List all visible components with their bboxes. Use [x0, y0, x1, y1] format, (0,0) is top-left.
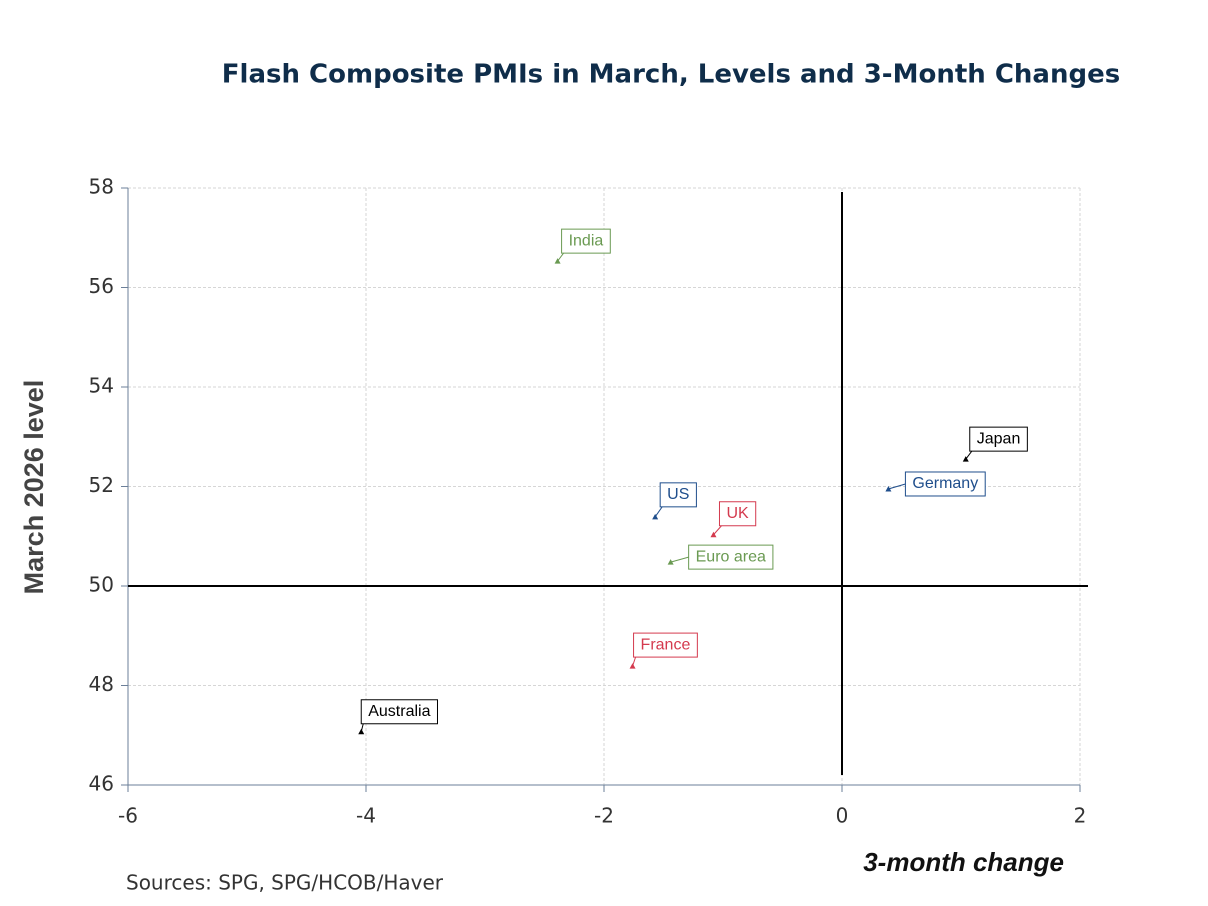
label-box — [659, 482, 697, 508]
point-label: India — [569, 232, 604, 249]
y-tick-label: 48 — [89, 672, 114, 696]
x-tick-label: -6 — [118, 804, 138, 828]
point-marker — [667, 559, 674, 565]
label-box — [561, 228, 611, 254]
leader-line — [557, 252, 564, 262]
leader-line — [670, 556, 689, 563]
point-marker — [629, 663, 636, 669]
leader-line — [965, 450, 973, 460]
label-box — [904, 471, 986, 497]
point-label: France — [641, 636, 691, 653]
label-box — [688, 544, 774, 570]
y-tick-label: 54 — [89, 374, 114, 398]
leader-line — [713, 525, 722, 536]
y-tick-label: 50 — [89, 573, 114, 597]
point-marker — [962, 456, 969, 462]
point-label: Japan — [977, 430, 1021, 447]
y-tick-label: 46 — [89, 772, 114, 796]
point-marker — [358, 728, 365, 735]
point-label: Australia — [368, 703, 430, 720]
y-tick-label: 58 — [89, 175, 114, 199]
leader-line — [888, 483, 906, 490]
point-marker — [554, 258, 561, 264]
point-marker — [710, 531, 717, 538]
label-box — [360, 699, 438, 725]
y-tick-label: 52 — [89, 473, 114, 497]
y-axis-label: March 2026 level — [19, 380, 49, 595]
chart-title: Flash Composite PMIs in March, Levels an… — [222, 60, 1120, 90]
label-box — [718, 501, 757, 527]
x-axis-label: 3-month change — [863, 847, 1064, 877]
point-label: Germany — [912, 475, 978, 492]
leader-line — [654, 506, 663, 518]
x-tick-label: 0 — [836, 804, 849, 828]
point-label: US — [667, 486, 689, 503]
x-tick-label: -2 — [594, 804, 614, 828]
x-tick-label: -4 — [356, 804, 376, 828]
point-marker — [885, 485, 892, 492]
source-note: Sources: SPG, SPG/HCOB/Haver — [126, 871, 444, 895]
label-box — [969, 426, 1028, 452]
x-tick-label: 2 — [1074, 804, 1087, 828]
y-tick-label: 56 — [89, 274, 114, 298]
label-box — [633, 632, 698, 658]
point-label: UK — [726, 505, 749, 522]
point-label: Euro area — [696, 548, 766, 565]
point-marker — [652, 513, 659, 520]
